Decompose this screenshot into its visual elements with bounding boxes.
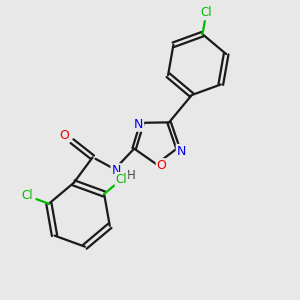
Text: Cl: Cl	[22, 189, 33, 203]
Text: N: N	[112, 164, 121, 177]
Text: O: O	[157, 159, 166, 172]
Text: N: N	[177, 145, 186, 158]
Text: H: H	[127, 169, 136, 182]
Text: Cl: Cl	[116, 173, 127, 186]
Text: Cl: Cl	[200, 6, 212, 19]
Text: O: O	[59, 129, 69, 142]
Text: N: N	[134, 118, 143, 131]
